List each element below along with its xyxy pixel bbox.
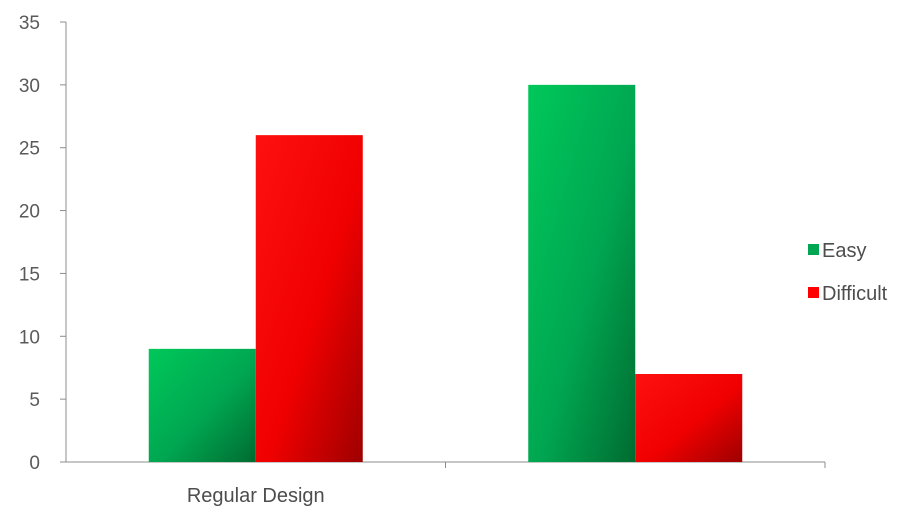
y-tick-label: 35 <box>19 13 40 34</box>
y-tick-label: 10 <box>19 327 40 348</box>
y-tick-label: 20 <box>19 202 40 223</box>
legend-swatch-difficult <box>808 287 819 298</box>
labels-group: 0 5 10 15 20 25 30 35 Regular Design <box>19 13 325 507</box>
legend-swatch-easy <box>808 244 819 255</box>
bar-easy-0 <box>148 348 256 462</box>
y-tick-label: 0 <box>29 453 40 474</box>
x-category-label: Regular Design <box>187 485 325 507</box>
bar-difficult-1 <box>635 374 743 462</box>
y-tick-label: 5 <box>29 390 40 411</box>
y-tick-label: 30 <box>19 76 40 97</box>
bar-difficult-0 <box>255 135 363 462</box>
bars-group <box>148 84 743 462</box>
legend: Easy Difficult <box>808 240 888 305</box>
legend-label-easy: Easy <box>822 240 866 262</box>
legend-label-difficult: Difficult <box>822 283 888 305</box>
bar-easy-1 <box>528 84 636 462</box>
y-tick-label: 25 <box>19 139 40 160</box>
y-tick-label: 15 <box>19 264 40 285</box>
